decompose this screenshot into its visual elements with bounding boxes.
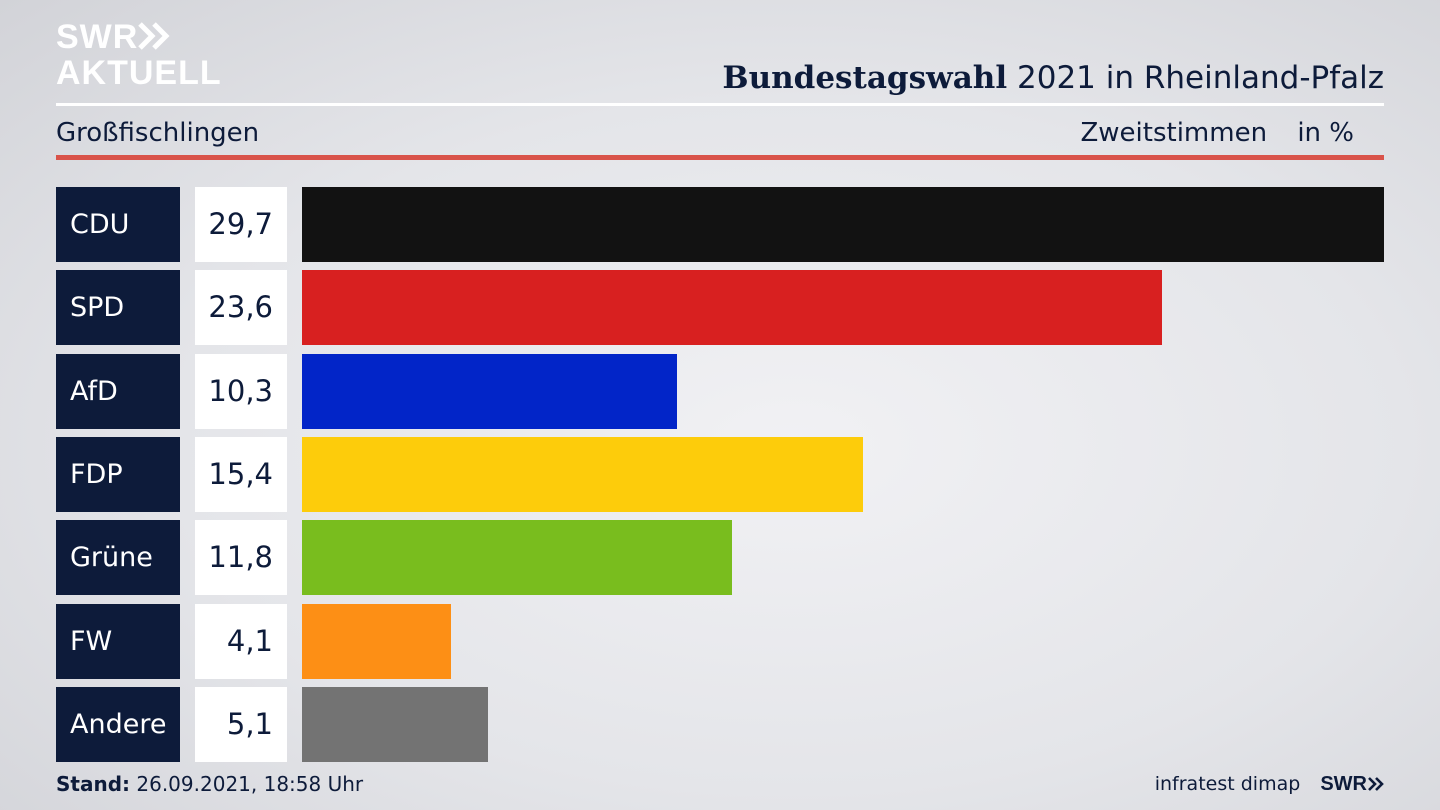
unit-text: in %: [1297, 118, 1354, 148]
measure-label: Zweitstimmen in %: [1080, 116, 1354, 150]
logo-line2: AKTUELL: [56, 54, 222, 92]
value-label: 10,3: [195, 354, 287, 429]
title-rest: 2021 in Rheinland-Pfalz: [1017, 60, 1384, 96]
logo-line1: SWR: [56, 18, 139, 56]
measure-text: Zweitstimmen: [1080, 118, 1268, 148]
bar-row: AfD 10,3: [56, 354, 1384, 429]
value-label: 29,7: [195, 187, 287, 262]
swr-brand: SWR: [1320, 773, 1384, 795]
header-divider: [56, 103, 1384, 106]
value-label: 11,8: [195, 520, 287, 595]
bar-andere: [302, 687, 488, 762]
source-label: infratest dimap: [1154, 773, 1301, 795]
bar-afd: [302, 354, 677, 429]
value-label: 4,1: [195, 604, 287, 679]
bar-gr-ne: [302, 520, 732, 595]
stand-label: Stand:: [56, 772, 131, 796]
party-label: FDP: [56, 437, 180, 512]
location-label: Großfischlingen: [56, 118, 260, 148]
bar-fw: [302, 604, 451, 679]
value-label: 5,1: [195, 687, 287, 762]
timestamp: Stand: 26.09.2021, 18:58 Uhr: [56, 770, 363, 798]
source-credit: infratest dimap SWR: [1155, 770, 1384, 798]
value-label: 23,6: [195, 270, 287, 345]
party-label: FW: [56, 604, 180, 679]
value-label: 15,4: [195, 437, 287, 512]
bar-fdp: [302, 437, 863, 512]
double-chevron-icon: [1368, 777, 1384, 791]
swr-aktuell-logo: SWR AKTUELL: [56, 18, 226, 90]
title-bold: Bundestagswahl: [722, 60, 1008, 96]
double-chevron-icon: [138, 22, 170, 50]
bar-row: Andere 5,1: [56, 687, 1384, 762]
bar-row: SPD 23,6: [56, 270, 1384, 345]
page-title: Bundestagswahl 2021 in Rheinland-Pfalz: [722, 58, 1384, 98]
party-label: CDU: [56, 187, 180, 262]
party-label: Andere: [56, 687, 180, 762]
bar-row: FW 4,1: [56, 604, 1384, 679]
party-label: Grüne: [56, 520, 180, 595]
party-label: SPD: [56, 270, 180, 345]
bar-row: FDP 15,4: [56, 437, 1384, 512]
party-label: AfD: [56, 354, 180, 429]
accent-divider: [56, 155, 1384, 160]
bar-spd: [302, 270, 1162, 345]
stand-value: 26.09.2021, 18:58 Uhr: [136, 772, 364, 796]
swr-brand-text: SWR: [1320, 773, 1367, 795]
bar-row: Grüne 11,8: [56, 520, 1384, 595]
bar-row: CDU 29,7: [56, 187, 1384, 262]
bar-cdu: [302, 187, 1384, 262]
